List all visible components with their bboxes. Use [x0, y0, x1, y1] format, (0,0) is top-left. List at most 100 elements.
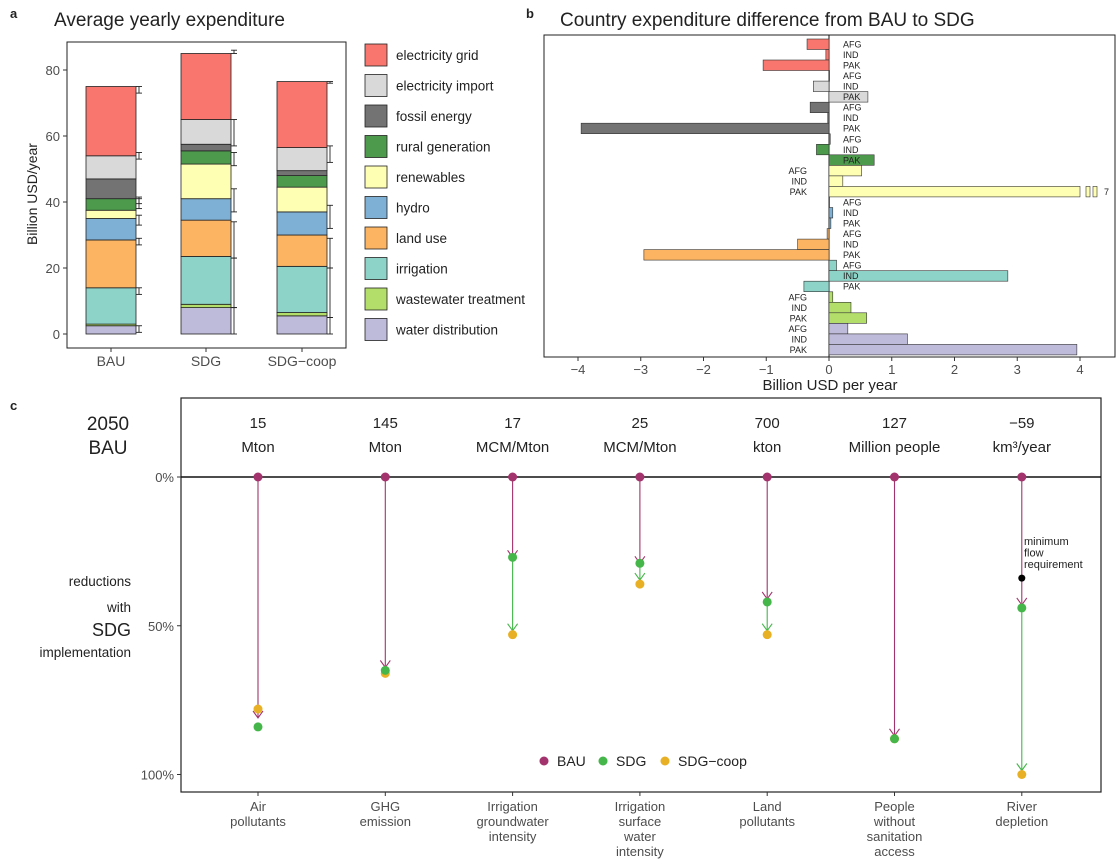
legend-label: electricity grid [396, 48, 479, 63]
b-country-label: IND [843, 113, 859, 123]
legend-label: rural generation [396, 140, 491, 155]
b-country-label: AFG [788, 166, 807, 176]
a-bar-segment [85, 198, 137, 211]
legend-label: water distribution [395, 323, 498, 338]
b-bar [828, 175, 844, 187]
a-bar-segment [276, 234, 328, 267]
c-ytick-label: 0% [155, 470, 174, 485]
c-baseline-unit: Mton [241, 439, 274, 456]
a-bar-segment [180, 119, 232, 145]
b-bar [828, 333, 908, 345]
c-baseline-value: 145 [373, 415, 398, 432]
b-country-label: PAK [843, 155, 860, 165]
legend-label: fossil energy [396, 109, 472, 124]
b-xtick-label: −2 [696, 362, 711, 377]
panel-c-letter: c [10, 398, 17, 413]
b-bar [803, 280, 830, 293]
c-point-sdg [762, 597, 772, 607]
b-bar [828, 217, 832, 229]
b-country-label: IND [843, 271, 859, 281]
panel-a-letter: a [10, 6, 18, 21]
b-country-label: PAK [843, 282, 860, 292]
legend-swatch [364, 196, 388, 219]
b-country-label: PAK [843, 124, 860, 134]
c-annotation-text: requirement [1024, 559, 1083, 571]
a-bar-segment [276, 170, 328, 176]
c-indicator-label: Land [753, 799, 782, 814]
b-bar [828, 70, 830, 82]
c-baseline-value: 127 [882, 415, 907, 432]
b-xtick-label: −4 [571, 362, 586, 377]
c-legend-label: SDG−coop [678, 753, 747, 769]
c-side-label: SDG [92, 620, 131, 640]
panel-c-points [253, 472, 1027, 779]
b-country-label: IND [843, 208, 859, 218]
legend-label: land use [396, 231, 447, 246]
b-bar [828, 291, 834, 303]
a-bar-segment [276, 211, 328, 236]
b-xtick-label: 4 [1076, 362, 1083, 377]
b-country-label: AFG [843, 229, 862, 239]
c-indicator-label: Air [250, 799, 267, 814]
legend-swatch [364, 226, 388, 250]
a-bar-segment [276, 147, 328, 172]
legend-swatch [364, 318, 388, 341]
c-point-bau [890, 472, 899, 482]
c-indicator-label: depletion [995, 814, 1048, 829]
c-point-bau [635, 472, 645, 482]
b-country-label: AFG [843, 71, 862, 81]
c-indicator-label: groundwater [476, 814, 549, 829]
c-side-label: reductions [69, 574, 132, 589]
b-overflow-label: 7 [1104, 187, 1109, 197]
legend-swatch [364, 43, 388, 67]
c-point-bau [253, 472, 263, 482]
c-side-label: implementation [39, 645, 131, 660]
legend-label: irrigation [396, 262, 448, 277]
panel-c-baseline-headers: 15 Mton 145 Mton 17 MCM/Mton 25 MCM/Mton 700 kton… [241, 415, 1051, 456]
a-ytick-label: 20 [46, 261, 60, 276]
c-point-sdg [508, 552, 518, 562]
c-point-bau [380, 472, 390, 482]
c-baseline-value: 25 [632, 415, 649, 432]
a-bar-segment [180, 143, 232, 152]
a-xtick-label: SDG−coop [268, 353, 337, 369]
a-bar-segment [85, 178, 137, 200]
b-bar [806, 38, 830, 50]
b-bar [762, 59, 830, 71]
b-country-label: IND [792, 303, 808, 313]
c-indicator-label: surface [619, 814, 662, 829]
legend-swatch [364, 257, 388, 280]
b-bar [813, 80, 830, 92]
legend-swatch [364, 287, 388, 311]
c-baseline-unit: MCM/Mton [603, 439, 676, 456]
b-country-label: PAK [843, 61, 860, 71]
b-country-label: IND [843, 82, 859, 92]
b-overflow-mark [1092, 186, 1098, 198]
c-point-sdg [890, 734, 899, 744]
panel-b-x-axis: −4 −3 −2 −1 0 1 2 3 4 [571, 357, 1084, 377]
a-ytick-label: 0 [53, 327, 60, 342]
b-bar [828, 207, 834, 219]
a-bar-segment [180, 256, 232, 305]
c-indicator-label: River [1007, 799, 1038, 814]
b-country-label: PAK [790, 187, 807, 197]
panel-b-title: Country expenditure difference from BAU … [560, 10, 975, 31]
a-bar-segment [85, 155, 137, 180]
b-country-label: AFG [843, 198, 862, 208]
b-country-label: PAK [790, 345, 807, 355]
a-ytick-label: 40 [46, 195, 60, 210]
b-bar [826, 228, 830, 240]
panel-c-plot-frame [180, 397, 1102, 793]
c-baseline-value: 15 [250, 415, 267, 432]
b-country-label: IND [843, 50, 859, 60]
c-indicator-label: Irrigation [615, 799, 666, 814]
c-point-bau [508, 472, 518, 482]
c-legend-label: SDG [616, 753, 646, 769]
legend-label: wastewater treatment [395, 292, 525, 307]
c-legend-dot [598, 756, 608, 766]
b-overflow-mark [1085, 186, 1091, 198]
a-bar-segment [180, 150, 232, 165]
b-xtick-label: 0 [825, 362, 832, 377]
c-indicator-label: access [874, 844, 915, 859]
